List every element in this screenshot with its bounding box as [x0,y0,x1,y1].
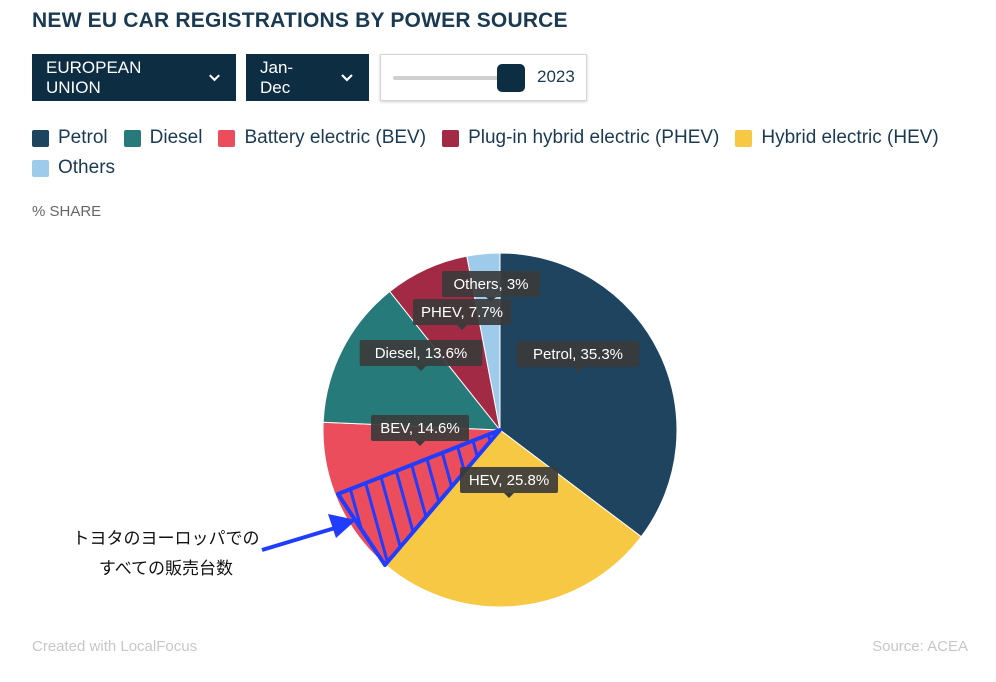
legend-item[interactable]: Diesel [123,127,203,149]
region-dropdown-label: EUROPEAN UNION [46,57,142,97]
data-label-text: HEV, 25.8% [469,472,549,489]
data-label: PHEV, 7.7% [413,299,511,330]
chevron-down-icon [209,73,220,81]
legend-swatch [32,159,49,177]
legend-swatch [442,129,460,147]
data-label: Petrol, 35.3% [516,341,640,372]
chart-title: NEW EU CAR REGISTRATIONS BY POWER SOURCE [32,9,568,32]
legend-label: Petrol [58,127,108,148]
legend-item[interactable]: Petrol [32,127,108,149]
legend-item[interactable]: Others [32,157,115,179]
legend-item[interactable]: Battery electric (BEV) [218,127,426,149]
data-label-pointer [504,493,514,498]
period-dropdown-label: Jan-Dec [260,57,294,97]
data-label: HEV, 25.8% [460,467,558,498]
legend-item[interactable]: Plug-in hybrid electric (PHEV) [442,127,719,149]
legend-swatch [123,129,141,147]
slider-handle[interactable] [497,64,525,92]
data-label-text: Diesel, 13.6% [375,345,468,362]
data-label: Others, 3% [442,271,540,302]
data-label-box [442,271,540,297]
slider-track[interactable] [393,76,513,80]
y-unit-label: % SHARE [32,203,102,220]
data-label-pointer [415,441,425,446]
legend-label: Plug-in hybrid electric (PHEV) [468,127,720,148]
data-label-box [359,340,483,366]
legend-swatch [735,129,753,147]
legend-label: Diesel [149,127,203,148]
annotation-text: トヨタのヨーロッパでの すべての販売台数 [46,524,286,584]
legend-label: Hybrid electric (HEV) [761,127,939,148]
chart-legend: Petrol Diesel Battery electric (BEV) Plug-i… [32,127,962,179]
data-label-text: Others, 3% [453,276,528,293]
pie-slice-hybrid-electric-hev[interactable] [385,429,642,608]
footer-source: Source: ACEA [872,638,968,655]
data-label-pointer [457,325,467,330]
data-label: BEV, 14.6% [371,415,469,446]
year-slider[interactable]: 2023 [380,54,587,101]
data-label-box [460,467,558,493]
pie-slice-petrol[interactable] [499,252,678,538]
annotation-line-1: トヨタのヨーロッパでの [72,529,260,549]
data-label-text: Petrol, 35.3% [533,346,623,363]
data-label-pointer [416,366,426,371]
region-dropdown[interactable]: EUROPEAN UNION [32,54,236,101]
legend-label: Others [58,157,116,178]
data-label-box [413,299,511,325]
data-label: Diesel, 13.6% [359,340,483,371]
data-label-box [371,415,469,441]
data-label-text: BEV, 14.6% [380,420,460,437]
arrow-icon [261,514,356,552]
data-label-text: PHEV, 7.7% [421,304,503,321]
footer-credit: Created with LocalFocus [32,638,198,655]
data-label-box [516,341,640,367]
legend-label: Battery electric (BEV) [244,127,427,148]
legend-swatch [32,129,49,147]
legend-swatch [218,129,236,147]
legend-item[interactable]: Hybrid electric (HEV) [735,127,939,149]
chevron-down-icon [341,73,353,82]
data-label-pointer [573,367,583,372]
pie-slice-battery-electric-bev[interactable] [322,421,502,567]
annotation-outline [336,428,502,567]
annotation-line-2: すべての販売台数 [98,559,234,579]
data-label-pointer [486,297,496,302]
period-dropdown[interactable]: Jan-Dec [246,54,369,101]
pie-labels: Petrol, 35.3% HEV, 25.8% BEV, 14.6% Diesel,… [359,271,640,498]
slider-year-value: 2023 [537,67,575,86]
